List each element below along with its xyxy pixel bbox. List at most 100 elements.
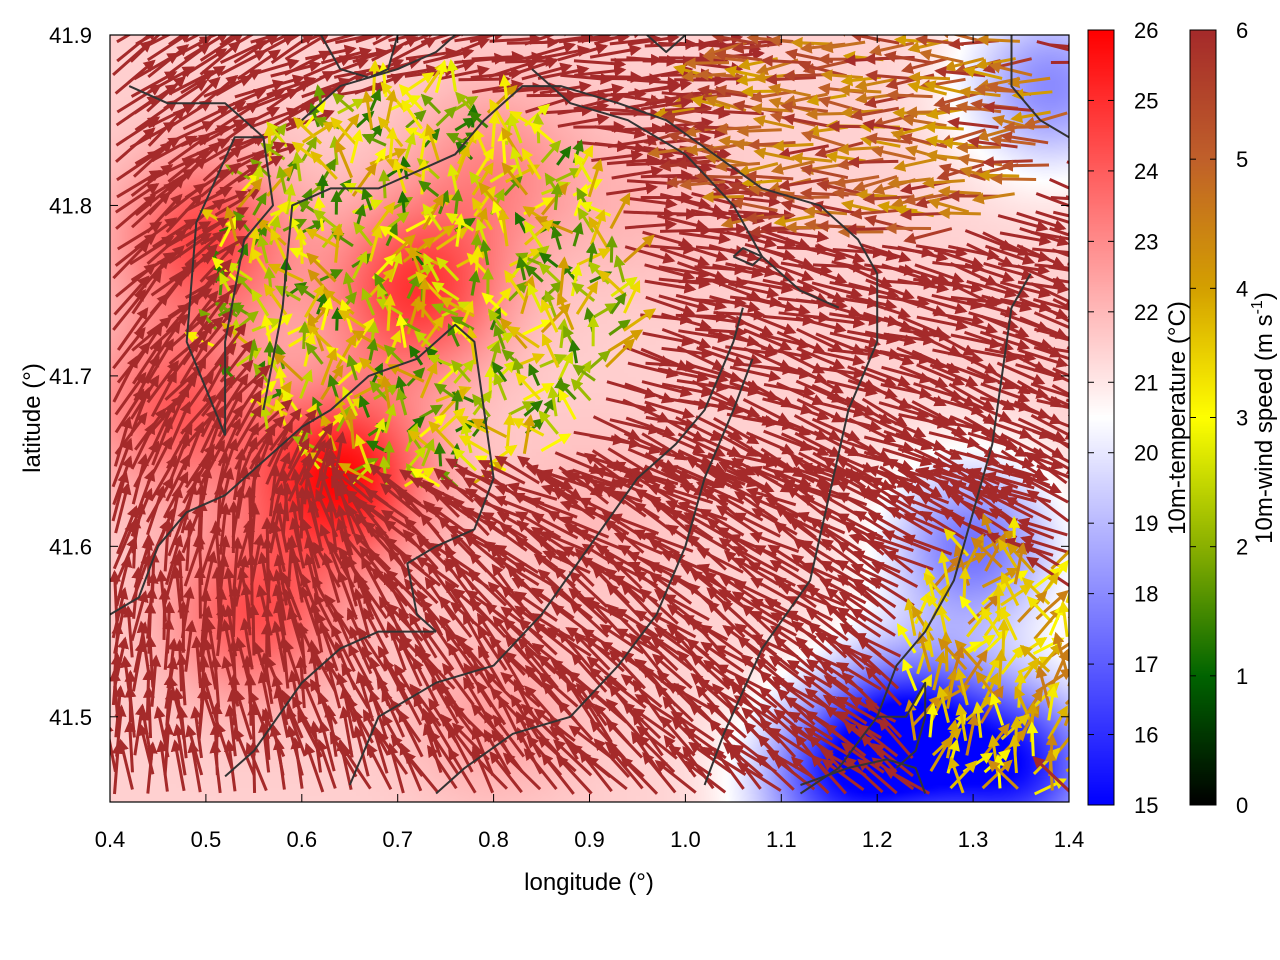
wind-arrow <box>446 58 459 92</box>
wind-arrow <box>679 178 726 191</box>
wind-arrow <box>129 235 175 266</box>
wind-arrow <box>1067 615 1069 619</box>
wind-arrow <box>923 80 964 95</box>
plot-area <box>109 34 1070 803</box>
wind-arrow <box>658 52 712 65</box>
wind-arrow <box>844 263 893 288</box>
wind-arrow <box>644 263 696 281</box>
wind-arrow <box>557 43 609 62</box>
wind-arrow <box>168 35 186 46</box>
wind-arrow <box>833 175 880 189</box>
wind-arrow <box>454 35 507 43</box>
wind-arrow <box>657 214 709 232</box>
wind-arrow <box>310 150 338 180</box>
wind-arrow <box>741 279 794 294</box>
y-tick-label: 41.5 <box>49 705 92 730</box>
wind-arrow <box>252 192 267 216</box>
wind-arrow <box>331 306 344 331</box>
wind-arrow <box>767 83 811 98</box>
wind-arrow <box>981 156 1033 169</box>
wind-arrow <box>369 88 382 112</box>
wind-arrow <box>848 282 900 300</box>
wind-arrow <box>964 262 1015 283</box>
wind-arrow <box>295 227 307 264</box>
wind-arrow <box>468 111 489 129</box>
wind-arrow <box>918 49 964 64</box>
wind-arrow <box>353 221 374 247</box>
wind-arrow <box>331 92 355 113</box>
wind-arrow <box>611 165 664 180</box>
wind-arrow <box>335 35 387 45</box>
wind-arrow <box>849 207 900 220</box>
wind-arrow <box>488 111 501 148</box>
wind-arrow <box>658 265 711 280</box>
colorbar-tick-label: 23 <box>1134 229 1158 254</box>
wind-arrow <box>753 147 795 161</box>
wind-arrow <box>397 190 410 215</box>
wind-arrow <box>997 214 1049 232</box>
wind-arrow <box>249 107 300 129</box>
wind-arrow <box>740 85 782 98</box>
wind-arrow <box>233 35 279 64</box>
wind-arrow <box>752 115 795 130</box>
colorbar-tick-label: 18 <box>1134 582 1158 607</box>
colorbar-tick-label: 5 <box>1236 147 1248 172</box>
wind-arrow <box>434 59 448 94</box>
wind-arrow <box>1007 76 1051 89</box>
wind-arrow <box>725 262 777 278</box>
wind-arrow <box>168 232 212 264</box>
x-tick-label: 1.1 <box>766 827 797 852</box>
wind-arrow <box>244 673 257 726</box>
wind-arrow <box>997 618 1010 657</box>
wind-arrow <box>424 123 440 162</box>
wind-arrow <box>200 162 242 198</box>
wind-arrow <box>361 90 374 131</box>
wind-arrow <box>538 262 562 285</box>
wind-arrow <box>677 261 727 282</box>
wind-arrow <box>1051 248 1069 258</box>
wind-arrow <box>914 263 965 284</box>
wind-arrow <box>501 162 529 196</box>
wind-arrow <box>572 83 625 99</box>
wind-arrow <box>704 152 749 166</box>
wind-arrow <box>897 245 949 263</box>
wind-arrow <box>605 235 618 263</box>
y-axis-label: latitude (°) <box>19 363 46 473</box>
wind-arrow <box>836 143 880 156</box>
wind-arrow <box>152 218 197 249</box>
wind-arrow <box>295 486 308 539</box>
wind-arrow <box>1044 748 1057 791</box>
wind-arrow <box>820 40 866 54</box>
x-tick-label: 0.5 <box>191 827 222 852</box>
wind-arrow <box>964 229 1015 251</box>
wind-arrow <box>389 37 438 63</box>
wind-arrow <box>640 96 693 111</box>
wind-arrow <box>131 191 171 229</box>
colorbar-tick-label: 21 <box>1134 370 1158 395</box>
wind-arrow <box>1016 211 1067 232</box>
wind-arrow <box>115 263 157 298</box>
wind-arrow <box>683 57 730 70</box>
wind-arrow <box>847 243 899 262</box>
y-tick-label: 41.6 <box>49 534 92 559</box>
wind-arrow <box>451 389 464 415</box>
wind-arrow <box>1050 195 1069 201</box>
wind-arrow <box>659 247 711 268</box>
wind-arrow <box>263 123 276 162</box>
wind-arrow <box>116 35 158 63</box>
wind-arrow <box>537 64 590 80</box>
wind-arrow <box>712 263 764 279</box>
wind-arrow <box>898 265 950 285</box>
wind-arrow <box>883 50 934 65</box>
wind-arrow <box>1049 178 1069 190</box>
wind-colorbar: 0 1 2 3 4 5 6 10m-wind speed (m s-1) <box>1189 18 1278 818</box>
wind-arrow <box>589 44 642 59</box>
wind-arrow <box>322 35 374 45</box>
wind-arrow <box>440 37 491 60</box>
x-tick-label: 1.3 <box>958 827 989 852</box>
wind-arrow <box>479 239 492 266</box>
wind-arrow <box>770 160 815 175</box>
wind-arrow <box>236 49 281 81</box>
wind-colorbar-label-main: 10m-wind speed (m s <box>1251 314 1278 543</box>
wind-arrow <box>361 187 373 211</box>
